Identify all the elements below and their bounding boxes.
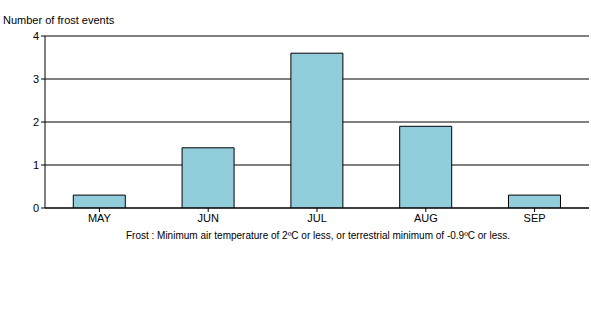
svg-text:MAY: MAY bbox=[88, 212, 112, 224]
svg-text:2: 2 bbox=[33, 116, 39, 128]
html-text:Number of frost events: Number of frost events bbox=[3, 14, 115, 26]
html-text:Frost : Minimum air temperatur: Frost : Minimum air temperature of 2ºC o… bbox=[126, 230, 510, 241]
svg-text:AUG: AUG bbox=[414, 212, 438, 224]
svg-text:4: 4 bbox=[33, 30, 39, 42]
svg-text:SEP: SEP bbox=[524, 212, 546, 224]
svg-text:JUN: JUN bbox=[198, 212, 219, 224]
svg-text:JUL: JUL bbox=[307, 212, 327, 224]
svg-text:0: 0 bbox=[33, 202, 39, 214]
svg-text:1: 1 bbox=[33, 159, 39, 171]
svg-text:3: 3 bbox=[33, 73, 39, 85]
